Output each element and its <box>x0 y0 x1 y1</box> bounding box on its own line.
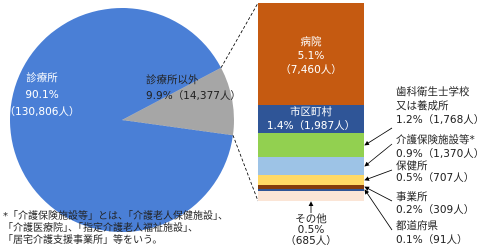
callout-label: 都道府県 <box>396 219 438 232</box>
pie-value: 9.9% <box>146 90 173 102</box>
callout-label: 事業所 <box>396 190 428 203</box>
bar-segment <box>258 157 364 175</box>
connector <box>220 2 259 68</box>
bar-segment <box>258 105 364 133</box>
callout-value: 0.9% <box>396 148 423 160</box>
pie-count: （14,377人） <box>173 90 241 102</box>
pie-value-label: 9.9%（14,377人） <box>146 90 241 102</box>
segment-count: （1,987人） <box>294 120 356 132</box>
callout-label: 歯科衛生士学校 <box>396 85 470 98</box>
pie-label: 診療所以外 <box>146 73 199 86</box>
segment-label: 病院 <box>301 35 322 48</box>
callout-value: 0.5%（707人） <box>396 172 474 184</box>
callout-arrow <box>364 186 393 202</box>
callout-count: （707人） <box>423 172 475 184</box>
callout-value: 0.5% <box>298 224 325 236</box>
callout-label: 保健所 <box>396 159 428 172</box>
bar-segment <box>258 175 364 185</box>
bar-segment <box>258 133 364 157</box>
segment-count: （7,460人） <box>280 64 342 76</box>
callout-arrow <box>364 189 393 231</box>
segment-value: 1.4% <box>267 120 294 132</box>
callout-count: （685人） <box>285 235 337 246</box>
callout-value: 0.1%（91人） <box>396 234 468 246</box>
pie-slice <box>10 8 233 233</box>
segment-value: 1.4%（1,987人） <box>267 120 355 132</box>
callout-label: 介護保険施設等* <box>396 133 475 146</box>
connector <box>232 135 259 202</box>
callout-value: 0.2%（309人） <box>396 204 474 216</box>
callout-label: その他 <box>295 212 327 225</box>
callout-value: 0.5% <box>396 172 423 184</box>
bar-segment <box>258 185 364 189</box>
pie-count-label: （130,806人） <box>5 106 80 118</box>
callout-arrow <box>364 143 393 167</box>
callout-label: 又は養成所 <box>396 99 449 112</box>
callout-value: 1.2%（1,768人） <box>396 114 478 126</box>
callout-value: 1.2% <box>396 114 423 126</box>
segment-label: 市区町村 <box>290 105 332 118</box>
callout-count: （309人） <box>423 204 475 216</box>
callout-count: （1,370人） <box>423 148 478 160</box>
callout-value: 0.1% <box>396 234 423 246</box>
callout-value: 0.9%（1,370人） <box>396 148 478 160</box>
callout-count: （91人） <box>423 234 468 246</box>
footnote: 「居宅介護支援事業所」等をいう。 <box>3 233 162 246</box>
segment-value: 5.1% <box>298 50 325 62</box>
footnote: 「介護医療院」、「指定介護老人福祉施設」、 <box>3 221 198 234</box>
pie-label: 診療所 <box>26 71 58 84</box>
footnote: *「介護保険施設等」とは、「介護老人保健施設」、 <box>3 209 228 222</box>
callout-arrow <box>364 169 393 181</box>
pie-slice <box>122 67 234 136</box>
bar-segment <box>258 189 364 191</box>
bar-segment <box>258 191 364 201</box>
callout-count: （1,768人） <box>423 114 478 126</box>
bar-segment <box>258 3 364 105</box>
callout-value: 0.2% <box>396 204 423 216</box>
callout-arrow <box>364 127 393 146</box>
pie-value-label: 90.1% <box>25 89 58 101</box>
